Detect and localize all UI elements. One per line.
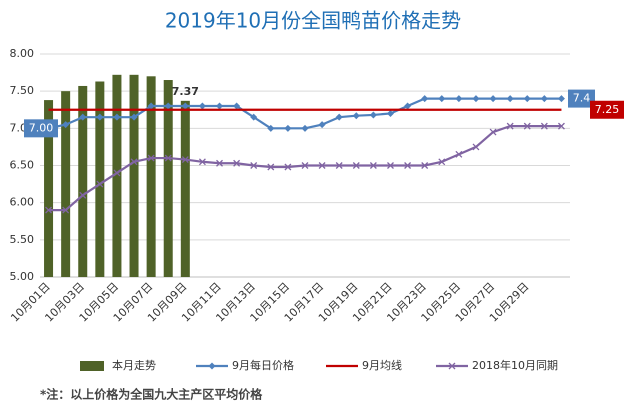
marker xyxy=(404,162,412,169)
marker xyxy=(540,95,548,103)
data-label-box xyxy=(590,100,624,119)
bar xyxy=(61,91,71,278)
line xyxy=(48,97,562,130)
bar xyxy=(129,74,139,278)
marker xyxy=(233,102,241,110)
marker xyxy=(250,162,258,169)
legend-label: 本月走势 xyxy=(112,358,156,372)
marker xyxy=(557,95,565,103)
marker xyxy=(164,154,172,162)
y-tick-label: 6.50 xyxy=(10,159,35,172)
marker xyxy=(216,102,224,110)
marker xyxy=(335,113,343,121)
legend-label: 2018年10月同期 xyxy=(472,358,558,372)
marker xyxy=(250,113,258,121)
marker xyxy=(489,95,497,103)
y-tick-label: 8.00 xyxy=(10,47,35,60)
marker xyxy=(79,191,87,199)
y-tick-label: 5.50 xyxy=(10,233,35,246)
marker xyxy=(318,121,326,129)
legend-label: 9月每日价格 xyxy=(232,358,294,372)
legend-marker xyxy=(208,362,216,370)
data-label: 7.4 xyxy=(573,92,591,105)
marker xyxy=(284,163,292,171)
legend-swatch xyxy=(80,361,104,371)
bar xyxy=(95,81,105,278)
marker xyxy=(267,163,275,171)
marker xyxy=(352,162,360,169)
marker xyxy=(79,113,87,121)
marker xyxy=(404,102,412,110)
bar xyxy=(112,74,122,278)
marker xyxy=(352,112,360,120)
y-tick-label: 6.00 xyxy=(10,196,35,209)
marker xyxy=(506,122,514,130)
marker xyxy=(96,180,104,188)
marker xyxy=(130,158,138,166)
marker xyxy=(438,158,446,166)
bar xyxy=(163,80,173,278)
marker xyxy=(301,124,309,132)
marker xyxy=(523,122,531,130)
marker xyxy=(557,122,565,130)
marker xyxy=(267,124,275,132)
marker xyxy=(216,159,223,167)
marker xyxy=(62,121,70,129)
marker xyxy=(369,162,377,169)
marker xyxy=(181,102,189,110)
marker xyxy=(62,206,70,214)
chart-title: 2019年10月份全国鸭苗价格走势 xyxy=(165,9,461,33)
marker xyxy=(147,154,155,162)
marker xyxy=(198,158,206,166)
marker xyxy=(233,159,241,167)
marker xyxy=(421,162,429,169)
bar xyxy=(44,100,54,277)
marker xyxy=(472,95,480,103)
marker xyxy=(147,102,155,110)
marker xyxy=(318,162,326,169)
marker xyxy=(455,95,463,103)
data-label: 7.37 xyxy=(172,85,199,98)
marker xyxy=(164,102,172,110)
marker xyxy=(335,162,343,169)
marker xyxy=(386,109,394,117)
marker xyxy=(438,95,446,103)
data-label-box xyxy=(568,89,595,108)
marker xyxy=(301,162,309,169)
footnote: *注：以上价格为全国九大主产区平均价格 xyxy=(40,387,263,402)
marker xyxy=(284,124,292,132)
marker xyxy=(472,143,480,151)
data-label: 7.00 xyxy=(29,121,54,134)
marker xyxy=(523,95,531,103)
line xyxy=(48,125,562,212)
marker xyxy=(96,113,104,121)
legend-label: 9月均线 xyxy=(362,358,402,372)
bar xyxy=(78,85,88,277)
marker xyxy=(421,95,429,103)
marker xyxy=(45,206,53,214)
marker xyxy=(489,128,497,136)
marker xyxy=(130,113,138,121)
y-tick-label: 7.50 xyxy=(10,84,35,97)
legend-marker xyxy=(448,362,456,370)
marker xyxy=(387,162,394,169)
marker xyxy=(506,95,514,103)
marker xyxy=(113,113,121,121)
marker xyxy=(198,102,206,110)
data-label: 7.25 xyxy=(595,103,620,116)
bar xyxy=(146,76,156,277)
marker xyxy=(181,156,189,164)
marker xyxy=(540,122,548,130)
marker xyxy=(113,169,121,177)
marker xyxy=(455,150,463,158)
marker xyxy=(369,111,377,119)
bar xyxy=(180,100,190,277)
y-tick-label: 5.00 xyxy=(10,270,35,283)
data-label-box xyxy=(24,119,58,138)
